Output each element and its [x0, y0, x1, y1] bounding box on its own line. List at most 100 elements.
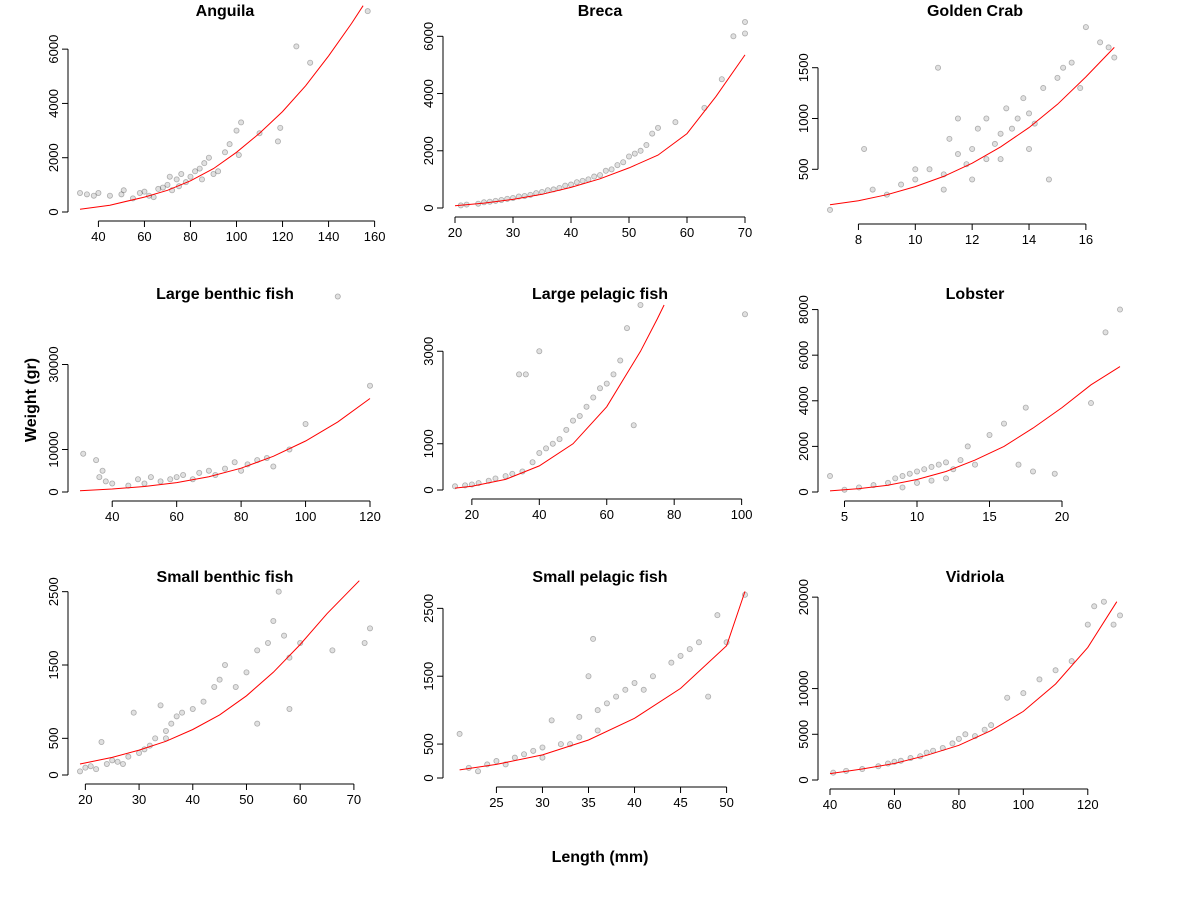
data-point — [856, 484, 863, 491]
data-point — [102, 478, 109, 485]
y-tick-label: 6000 — [46, 35, 61, 64]
x-tick-label: 40 — [91, 229, 105, 244]
data-point — [293, 43, 300, 50]
data-point — [166, 173, 173, 180]
data-point — [221, 662, 228, 669]
data-point — [585, 673, 592, 680]
data-point — [93, 457, 100, 464]
x-tick-label: 30 — [132, 792, 146, 807]
data-point — [655, 124, 662, 131]
data-point — [98, 739, 105, 746]
data-point — [215, 168, 222, 175]
data-point — [603, 380, 610, 387]
data-point — [1054, 74, 1061, 81]
data-point — [962, 731, 969, 738]
data-point — [302, 420, 309, 427]
data-point — [238, 119, 245, 126]
x-tick-label: 50 — [719, 795, 733, 810]
data-point — [617, 357, 624, 364]
data-point — [914, 468, 921, 475]
data-point — [1022, 404, 1029, 411]
data-point — [364, 8, 371, 15]
data-point — [677, 652, 684, 659]
data-point — [914, 479, 921, 486]
data-point — [1026, 110, 1033, 117]
data-point — [583, 403, 590, 410]
y-tick-label: 0 — [421, 486, 436, 493]
data-point — [1111, 54, 1118, 61]
x-tick-label: 70 — [347, 792, 361, 807]
data-point — [530, 747, 537, 754]
x-tick-label: 40 — [186, 792, 200, 807]
fit-curve — [79, 398, 371, 492]
x-tick-label: 80 — [234, 509, 248, 524]
data-point — [557, 741, 564, 748]
panel-title: Large pelagic fish — [532, 286, 668, 303]
x-tick-label: 30 — [506, 225, 520, 240]
data-point — [1003, 105, 1010, 112]
data-point — [1004, 694, 1011, 701]
data-point — [1026, 145, 1033, 152]
panel-title: Golden Crab — [927, 3, 1023, 20]
data-point — [274, 138, 281, 145]
data-point — [548, 717, 555, 724]
data-point — [576, 734, 583, 741]
data-point — [614, 162, 621, 169]
data-point — [277, 124, 284, 131]
data-point — [898, 181, 905, 188]
data-point — [187, 173, 194, 180]
data-point — [254, 720, 261, 727]
data-point — [1084, 621, 1091, 628]
y-tick-label: 0 — [46, 208, 61, 215]
data-point — [492, 197, 499, 204]
y-tick-label: 1500 — [796, 53, 811, 82]
data-point — [649, 673, 656, 680]
x-tick-label: 100 — [226, 229, 248, 244]
data-point — [649, 130, 656, 137]
data-point — [964, 443, 971, 450]
data-point — [210, 170, 217, 177]
fit-curve — [454, 304, 665, 489]
data-point — [1060, 64, 1067, 71]
data-point — [286, 706, 293, 713]
data-point — [1117, 612, 1124, 619]
data-point — [742, 18, 749, 25]
data-point — [1102, 329, 1109, 336]
data-point — [264, 640, 271, 647]
data-point — [1014, 115, 1021, 122]
data-point — [991, 140, 998, 147]
data-point — [631, 150, 638, 157]
data-point — [1020, 95, 1027, 102]
data-point — [87, 763, 94, 770]
data-point — [827, 473, 834, 480]
data-point — [943, 475, 950, 482]
data-point — [80, 450, 87, 457]
data-point — [921, 466, 928, 473]
y-tick-label: 1000 — [421, 429, 436, 458]
data-point — [622, 686, 629, 693]
data-point — [562, 182, 569, 189]
data-point — [95, 189, 102, 196]
data-point — [480, 199, 487, 206]
y-tick-label: 0 — [46, 771, 61, 778]
data-point — [96, 474, 103, 481]
data-point — [549, 440, 556, 447]
data-point — [631, 680, 638, 687]
data-point — [1082, 24, 1089, 31]
data-point — [556, 436, 563, 443]
data-point — [254, 647, 261, 654]
fit-curve — [79, 5, 364, 210]
data-point — [602, 167, 609, 174]
data-point — [270, 618, 277, 625]
x-axis-label: Length (mm) — [552, 849, 649, 866]
data-point — [221, 149, 228, 156]
data-point — [563, 426, 570, 433]
data-point — [243, 669, 250, 676]
x-tick-label: 8 — [855, 232, 862, 247]
data-point — [168, 720, 175, 727]
data-point — [954, 151, 961, 158]
data-point — [77, 189, 84, 196]
panel-title: Large benthic fish — [156, 286, 294, 303]
fit-curve — [829, 47, 1115, 206]
